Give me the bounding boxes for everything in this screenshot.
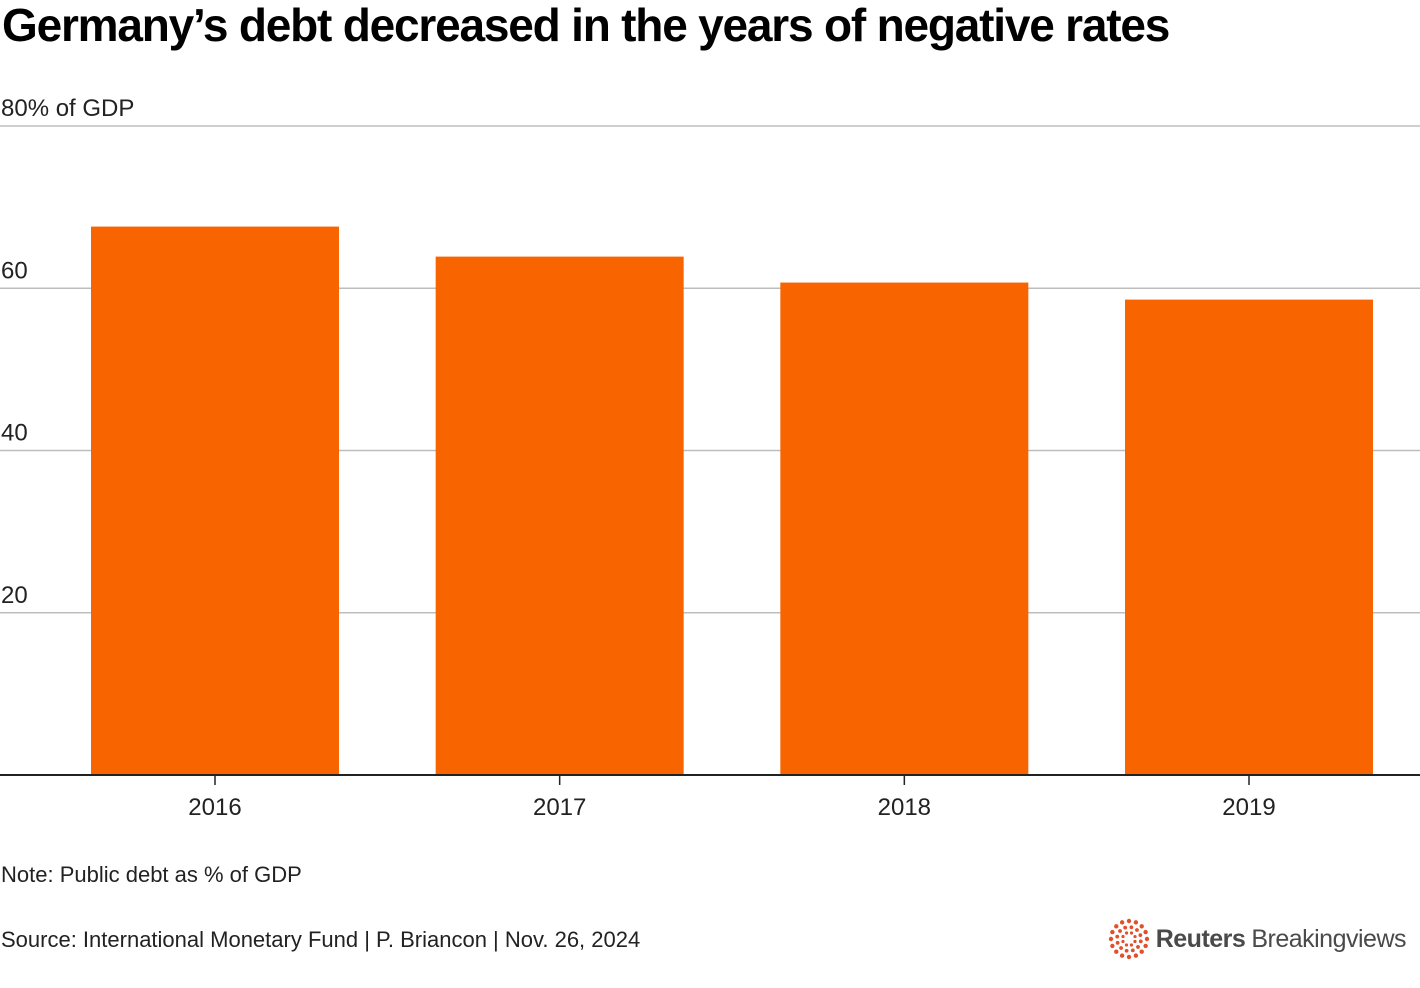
logo-dot [1144, 936, 1149, 942]
bar-2016 [91, 226, 339, 776]
logo-dot [1126, 918, 1131, 924]
logo-dot [1133, 953, 1138, 958]
logo-dot [1139, 924, 1144, 929]
logo-dot [1109, 929, 1115, 935]
logo-dot [1124, 948, 1129, 953]
reuters-dot-ring-icon [1108, 918, 1149, 960]
logo-dot [1108, 936, 1113, 942]
logo-dot [1121, 939, 1125, 944]
logo-reuters-text: Reuters [1155, 924, 1246, 953]
logo-dot [1117, 929, 1122, 933]
logo-dot [1138, 939, 1143, 944]
x-tick-label-2016: 2016 [188, 794, 241, 821]
logo-dot [1143, 929, 1148, 935]
x-axis [0, 774, 1420, 785]
logo-dot [1124, 931, 1128, 935]
logo-dot [1135, 945, 1140, 949]
logo-dot [1119, 920, 1125, 925]
logo-dot [1129, 931, 1133, 935]
bar-chart: 80% of GDP 20 40 60 2016 2017 2018 2019 [0, 95, 1420, 821]
logo-dot [1124, 943, 1128, 947]
y-tick-label-20: 20 [1, 582, 28, 609]
reuters-breakingviews-logo: Reuters Breakingviews [1108, 918, 1406, 960]
x-tick-label-2018: 2018 [878, 794, 931, 821]
chart-source: Source: International Monetary Fund | P.… [1, 927, 641, 952]
logo-dot [1118, 946, 1123, 950]
x-tick-label-2017: 2017 [533, 794, 586, 821]
logo-dot [1113, 924, 1119, 929]
logo-dot [1134, 928, 1139, 932]
logo-breakingviews-text: Breakingviews [1251, 924, 1406, 953]
logo-dot [1133, 920, 1138, 925]
x-tick-label-2019: 2019 [1222, 794, 1275, 821]
y-tick-label-40: 40 [1, 420, 28, 447]
bar-2019 [1125, 299, 1373, 775]
logo-dot [1109, 943, 1115, 949]
logo-dot [1130, 948, 1135, 953]
chart-note: Note: Public debt as % of GDP [1, 862, 302, 887]
logo-dot [1115, 934, 1119, 939]
logo-dot [1113, 949, 1119, 954]
bar-2017 [435, 256, 684, 776]
logo-dot [1121, 934, 1125, 939]
logo-dot [1143, 943, 1148, 949]
y-axis-unit-label: 80% of GDP [1, 95, 134, 122]
bar-2018 [780, 282, 1029, 775]
logo-dot [1129, 943, 1133, 947]
logo-dot [1123, 925, 1127, 930]
axis-labels: 80% of GDP 20 40 60 2016 2017 2018 2019 [1, 95, 1276, 821]
logo-dot [1138, 933, 1142, 938]
logo-dot [1139, 949, 1144, 954]
chart-title: Germany’s debt decreased in the years of… [2, 0, 1170, 51]
logo-dot [1126, 954, 1131, 960]
logo-dot [1133, 939, 1137, 944]
logo-dot [1133, 934, 1137, 939]
logo-dot [1119, 953, 1125, 958]
logo-dot [1115, 940, 1120, 945]
logo-dot [1129, 925, 1134, 930]
bars [91, 226, 1373, 776]
y-tick-label-60: 60 [1, 257, 28, 284]
